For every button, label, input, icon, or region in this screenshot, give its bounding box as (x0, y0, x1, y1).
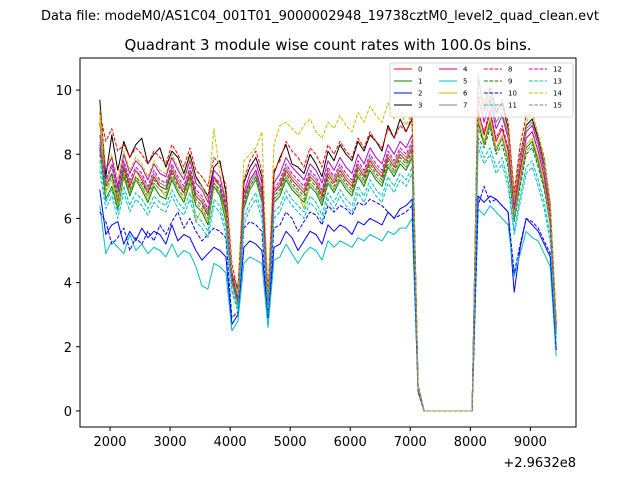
x-tick-label: 3000 (154, 435, 187, 450)
series-line-1 (99, 121, 557, 412)
legend-label-4: 4 (463, 66, 468, 74)
y-axis: 0 2 4 6 8 10 (55, 84, 80, 420)
legend-label-1: 1 (418, 78, 422, 86)
series-lines (99, 73, 557, 412)
x-tick-label: 2000 (93, 435, 126, 450)
y-tick-label: 0 (64, 405, 72, 420)
legend-label-0: 0 (418, 66, 422, 74)
legend-label-11: 11 (508, 102, 517, 110)
y-tick-label: 8 (64, 148, 72, 163)
legend-label-5: 5 (463, 78, 467, 86)
series-line-15 (99, 124, 557, 412)
series-line-12 (99, 108, 557, 412)
x-tick-label: 8000 (454, 435, 487, 450)
legend-label-10: 10 (508, 90, 517, 98)
data-file-label: Data file: modeM0/AS1C04_001T01_90000029… (41, 9, 599, 24)
y-tick-label: 4 (64, 277, 72, 292)
legend-label-14: 14 (553, 90, 562, 98)
x-tick-label: 4000 (214, 435, 247, 450)
series-line-4 (99, 96, 557, 412)
series-line-5 (99, 205, 557, 412)
y-tick-label: 6 (64, 212, 72, 227)
legend-label-7: 7 (463, 102, 467, 110)
series-line-14 (99, 86, 557, 412)
series-line-11 (99, 140, 557, 412)
legend-label-12: 12 (553, 66, 562, 74)
x-tick-label: 5000 (274, 435, 307, 450)
x-axis: 2000 3000 4000 5000 6000 7000 8000 9000 (93, 427, 547, 450)
x-tick-label: 6000 (334, 435, 367, 450)
x-tick-label: 7000 (394, 435, 427, 450)
legend-label-13: 13 (553, 78, 562, 86)
x-offset-label: +2.9632e8 (503, 456, 576, 471)
x-tick-label: 9000 (514, 435, 547, 450)
legend-label-15: 15 (553, 102, 562, 110)
series-line-2 (99, 189, 557, 412)
legend-label-3: 3 (418, 102, 422, 110)
plot-area-frame (79, 57, 577, 428)
legend-label-6: 6 (463, 90, 468, 98)
chart-title: Quadrant 3 module wise count rates with … (124, 36, 531, 54)
series-line-0 (99, 108, 557, 412)
y-tick-label: 2 (64, 341, 72, 356)
series-line-10 (99, 185, 557, 412)
series-line-8 (99, 86, 557, 412)
legend-label-9: 9 (508, 78, 512, 86)
series-line-13 (99, 147, 557, 412)
y-tick-label: 10 (55, 84, 72, 99)
legend-label-8: 8 (508, 66, 512, 74)
series-line-9 (99, 128, 557, 412)
legend-label-2: 2 (418, 90, 422, 98)
legend-box (389, 62, 574, 118)
